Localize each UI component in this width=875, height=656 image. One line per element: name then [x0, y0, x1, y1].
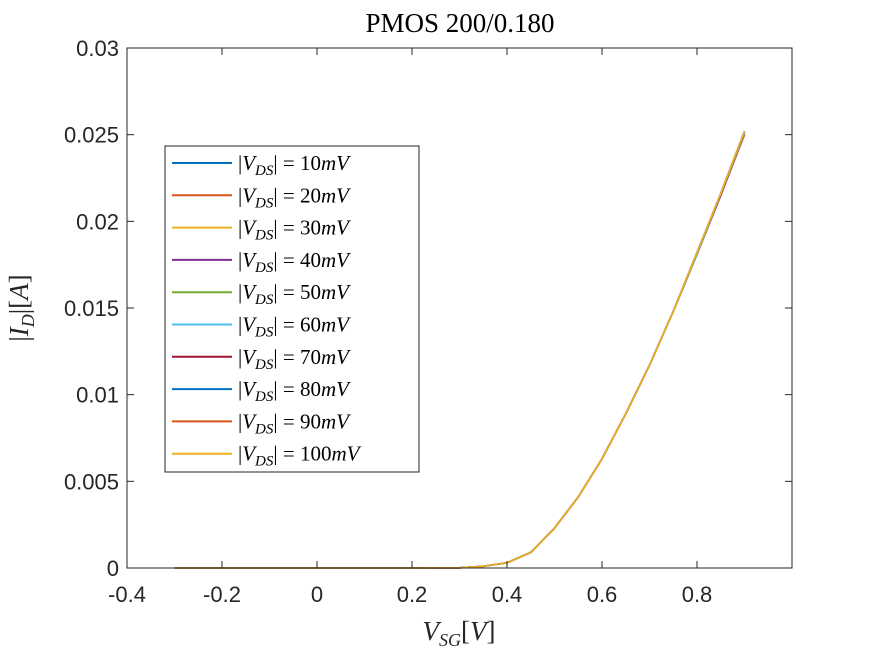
legend-box [164, 145, 420, 473]
x-axis-label: VSG[V] [423, 616, 496, 650]
x-tick-label: 0.2 [397, 582, 428, 607]
x-tick-label: 0.6 [587, 582, 618, 607]
y-axis-label: |ID|[A] [4, 274, 38, 341]
x-axis-ticks: -0.4 -0.2 0 0.2 0.4 0.6 0.8 [108, 48, 793, 607]
y-axis-ticks: 0 0.005 0.01 0.015 0.02 0.025 0.03 [64, 36, 792, 581]
legend-entry: |VDS| = 30mV [238, 216, 351, 244]
legend-entry: |VDS| = 60mV [238, 313, 351, 341]
y-tick-label: 0.015 [64, 296, 119, 321]
y-tick-label: 0.005 [64, 469, 119, 494]
y-tick-label: 0.025 [64, 123, 119, 148]
legend-entry: |VDS| = 80mV [238, 377, 351, 405]
y-tick-label: 0.01 [76, 383, 119, 408]
legend-entry: |VDS| = 50mV [238, 280, 351, 308]
x-tick-label: 0.8 [682, 582, 713, 607]
legend-entry: |VDS| = 40mV [238, 248, 351, 276]
legend-entry: |VDS| = 10mV [238, 151, 351, 179]
legend-entry: |VDS| = 20mV [238, 183, 351, 211]
legend: |VDS| = 10mV |VDS| = 20mV |VDS| = 30mV |VDS… [164, 145, 420, 473]
y-tick-label: 0.03 [76, 36, 119, 61]
y-tick-label: 0.02 [76, 209, 119, 234]
x-tick-label: 0.4 [492, 582, 523, 607]
chart-title: PMOS 200/0.180 [365, 8, 554, 38]
y-tick-label: 0 [107, 556, 119, 581]
x-tick-label: -0.2 [203, 582, 241, 607]
x-tick-label: 0 [311, 582, 323, 607]
legend-entry: |VDS| = 70mV [238, 345, 351, 373]
legend-entry: |VDS| = 90mV [238, 409, 351, 437]
x-tick-label: -0.4 [108, 582, 146, 607]
legend-entry: |VDS| = 100mV [238, 442, 362, 470]
